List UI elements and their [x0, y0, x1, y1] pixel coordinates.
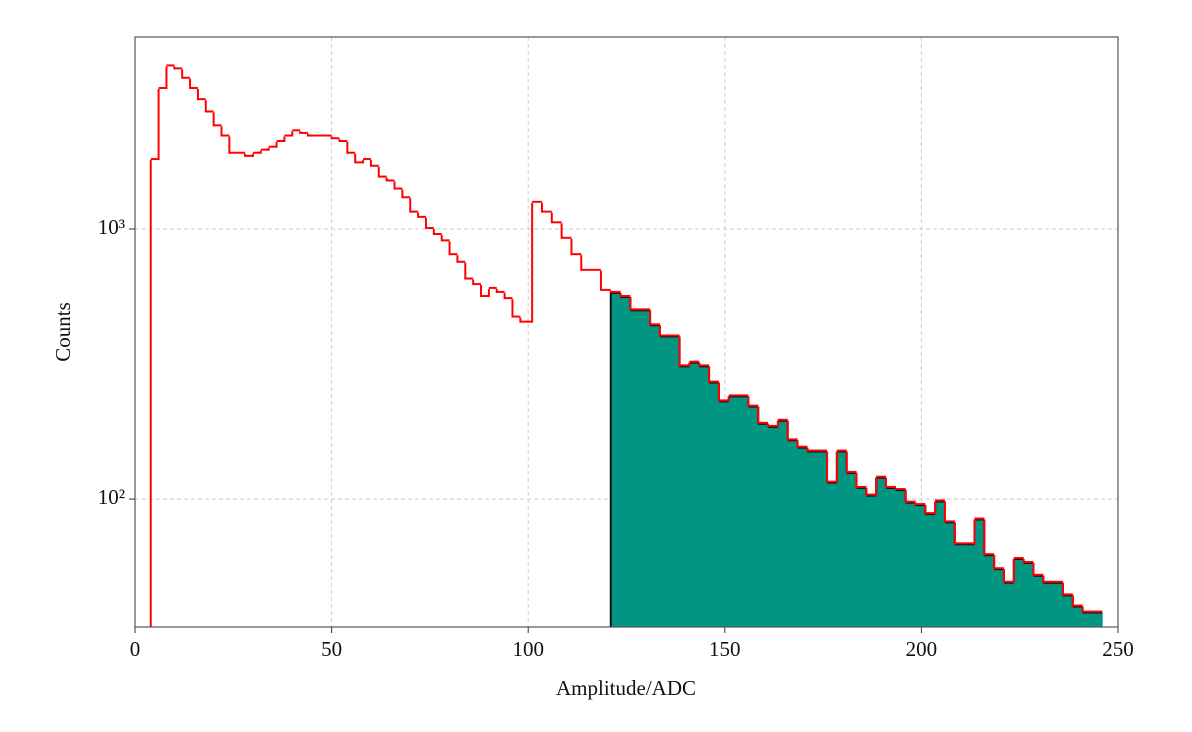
x-tick-label: 0	[130, 637, 141, 661]
hist-bar	[856, 487, 867, 627]
hist-bar	[886, 487, 897, 627]
hist-bar	[954, 544, 966, 627]
hist-bar	[964, 544, 975, 627]
hist-bar	[768, 426, 779, 627]
x-tick-label: 100	[512, 637, 544, 661]
hist-bar	[659, 336, 671, 627]
hist-bar	[699, 366, 710, 627]
hist-bar	[1062, 595, 1074, 627]
hist-bar	[994, 569, 1005, 627]
hist-bar	[905, 502, 916, 627]
hist-bar	[669, 336, 680, 627]
hist-bar	[709, 382, 720, 627]
hist-bar	[974, 519, 985, 627]
hist-bar	[679, 366, 690, 627]
hist-bar	[738, 396, 749, 627]
hist-bar	[758, 423, 769, 627]
hist-bar	[846, 472, 857, 627]
x-tick-label: 200	[906, 637, 938, 661]
hist-bar	[610, 292, 622, 627]
hist-bar	[1092, 612, 1103, 627]
hist-bar	[787, 440, 798, 627]
y-tick-label: 10²	[98, 485, 125, 509]
hist-bar	[935, 501, 946, 627]
hist-bar	[718, 401, 730, 627]
hist-bar	[895, 490, 907, 627]
hist-bar	[777, 420, 789, 627]
x-tick-label: 150	[709, 637, 741, 661]
hist-bar	[827, 482, 838, 627]
x-tick-label: 50	[321, 637, 342, 661]
hist-bar	[689, 362, 700, 627]
hist-bar	[1082, 612, 1093, 627]
x-axis-label: Amplitude/ADC	[556, 676, 696, 700]
hist-bar	[1003, 582, 1015, 627]
hist-bar	[1023, 562, 1034, 627]
hist-bar	[797, 447, 808, 627]
y-tick-label: 10³	[98, 215, 125, 239]
x-tick-label: 250	[1102, 637, 1134, 661]
hist-bar	[984, 555, 995, 627]
hist-bar	[640, 310, 651, 627]
hist-bar	[630, 310, 641, 627]
y-axis-label: Counts	[51, 302, 75, 362]
hist-bar	[836, 451, 848, 627]
hist-bar	[1043, 582, 1054, 627]
hist-bar	[620, 297, 631, 627]
hist-bar	[650, 325, 661, 627]
hist-bar	[807, 451, 818, 627]
hist-bar	[915, 505, 926, 627]
hist-bar	[748, 406, 759, 627]
hist-bar	[817, 451, 828, 627]
hist-bar	[728, 396, 739, 627]
hist-bar	[944, 522, 956, 627]
plot-frame	[134, 36, 1119, 628]
hist-bar	[1033, 575, 1044, 627]
hist-bar	[1072, 606, 1084, 627]
hist-bar	[1053, 582, 1064, 627]
hist-bar	[925, 514, 936, 627]
hist-bar	[876, 477, 887, 627]
hist-bar	[1013, 558, 1025, 627]
hist-bar	[866, 495, 877, 627]
